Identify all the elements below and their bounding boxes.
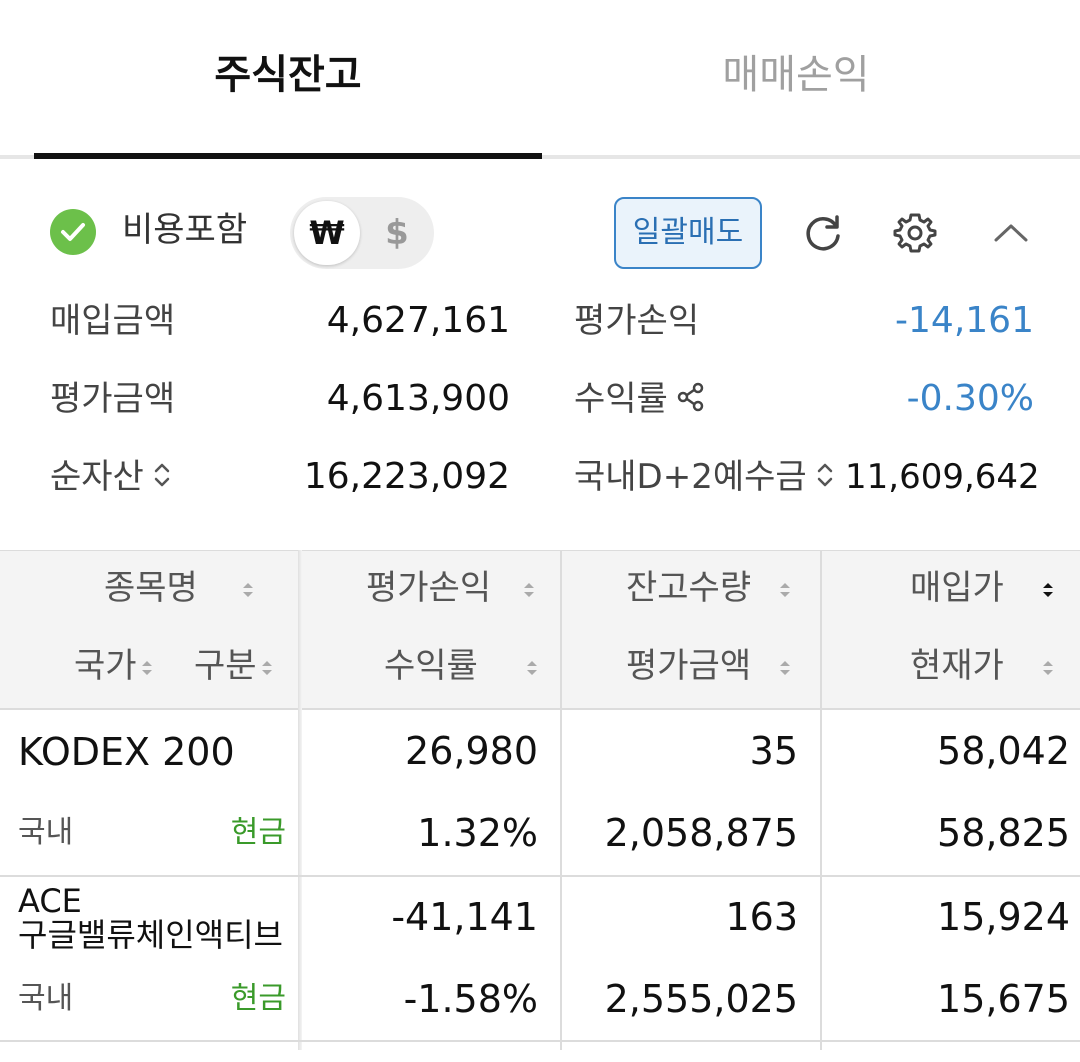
stock-eval-amount: 2,058,875 (604, 811, 798, 855)
purchase-amount-value: 4,627,161 (326, 300, 510, 341)
tab-stock-balance[interactable]: 주식잔고 (214, 52, 362, 98)
holdings-table: 종목명 국가 구분 평가손익 수익률 잔고수량 평가금액 매입가 현재가 KOD… (0, 550, 1080, 1050)
stock-name-line1: ACE (18, 882, 82, 920)
deposit-text: 국내D+2예수금 (574, 457, 807, 497)
stock-return: 1.32% (417, 811, 538, 855)
stock-cur-price: 15,675 (937, 977, 1070, 1021)
bulk-sell-button[interactable]: 일괄매도 (614, 197, 762, 269)
net-assets-value: 16,223,092 (303, 456, 510, 497)
stock-name-line2: 구글밸류체인액티브 (18, 916, 283, 954)
stock-avg-price: 58,042 (937, 729, 1070, 773)
tab-active-indicator (34, 153, 542, 159)
stock-cur-price: 58,825 (937, 811, 1070, 855)
gear-icon[interactable] (892, 210, 938, 256)
column-divider (820, 550, 822, 1050)
stock-country: 국내 (18, 815, 74, 850)
stock-type: 현금 (230, 815, 286, 850)
header-eval-amount[interactable]: 평가금액 (626, 641, 793, 691)
header-avg-price[interactable]: 매입가 (910, 563, 1056, 613)
row-divider (0, 1040, 1080, 1042)
return-rate-label[interactable]: 수익률 (574, 374, 706, 426)
tab-bar: 주식잔고 매매손익 (0, 0, 1080, 160)
stock-avg-price: 15,924 (937, 895, 1070, 939)
stock-name[interactable]: ACE 구글밸류체인액티브 (18, 884, 283, 952)
column-divider (560, 550, 562, 1050)
share-icon[interactable] (676, 376, 706, 426)
currency-usd-option[interactable]: $ (385, 213, 409, 253)
row-divider (0, 875, 1080, 877)
check-circle-icon[interactable] (50, 209, 96, 255)
return-rate-text: 수익률 (574, 379, 668, 419)
header-country[interactable]: 국가 (74, 641, 155, 691)
header-eval-pl[interactable]: 평가손익 (366, 563, 537, 613)
header-type[interactable]: 구분 (194, 641, 275, 691)
eval-amount-label: 평가금액 (50, 379, 176, 419)
eval-pl-value: -14,161 (895, 300, 1034, 341)
deposit-label[interactable]: 국내D+2예수금 (574, 452, 835, 504)
header-qty[interactable]: 잔고수량 (626, 563, 793, 613)
column-divider (298, 550, 302, 1050)
sort-icon[interactable] (242, 580, 256, 600)
stock-qty: 35 (749, 729, 798, 773)
sort-icon[interactable] (1042, 580, 1056, 600)
table-header: 종목명 국가 구분 평가손익 수익률 잔고수량 평가금액 매입가 현재가 (0, 550, 1080, 710)
expand-icon[interactable] (815, 454, 835, 504)
stock-qty: 163 (725, 895, 798, 939)
stock-return: -1.58% (403, 977, 538, 1021)
stock-name[interactable]: KODEX 200 (18, 730, 235, 774)
header-return[interactable]: 수익률 (384, 641, 540, 691)
refresh-icon[interactable] (800, 210, 846, 256)
sort-icon[interactable] (1042, 658, 1056, 678)
stock-eval-pl: 26,980 (405, 729, 538, 773)
stock-eval-amount: 2,555,025 (604, 977, 798, 1021)
stock-eval-pl: -41,141 (391, 895, 538, 939)
currency-krw-option[interactable]: ₩ (294, 201, 360, 265)
sort-icon[interactable] (523, 580, 537, 600)
stock-type: 현금 (230, 981, 286, 1016)
deposit-value: 11,609,642 (845, 457, 1040, 497)
sort-icon[interactable] (779, 658, 793, 678)
currency-toggle[interactable]: ₩ $ (290, 197, 434, 269)
net-assets-text: 순자산 (50, 457, 144, 497)
expand-icon[interactable] (152, 454, 172, 504)
purchase-amount-label: 매입금액 (50, 301, 176, 341)
stock-country: 국내 (18, 981, 74, 1016)
eval-pl-label: 평가손익 (574, 301, 700, 341)
net-assets-label[interactable]: 순자산 (50, 452, 172, 504)
sort-icon[interactable] (141, 658, 155, 678)
sort-icon[interactable] (261, 658, 275, 678)
include-cost-label[interactable]: 비용포함 (122, 210, 248, 250)
sort-icon[interactable] (526, 658, 540, 678)
header-name[interactable]: 종목명 (104, 563, 256, 613)
tab-trade-pl[interactable]: 매매손익 (722, 52, 870, 98)
chevron-up-icon[interactable] (988, 210, 1034, 256)
header-cur-price[interactable]: 현재가 (910, 641, 1056, 691)
eval-amount-value: 4,613,900 (326, 378, 510, 419)
sort-icon[interactable] (779, 580, 793, 600)
return-rate-value: -0.30% (906, 378, 1034, 419)
